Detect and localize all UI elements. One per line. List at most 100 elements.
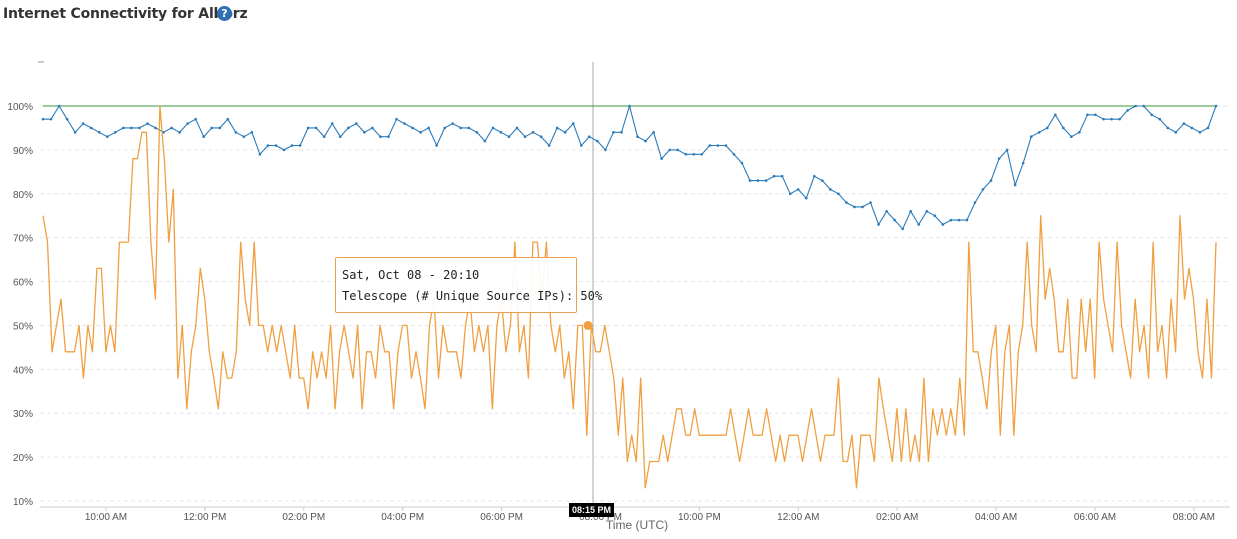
blue-series-point (330, 122, 334, 125)
blue-series-point (853, 205, 856, 209)
blue-series-point (499, 131, 503, 134)
blue-series-point (1158, 117, 1162, 121)
y-tick-label: 70% (13, 234, 33, 245)
blue-series-point (692, 152, 696, 156)
blue-series-point (1005, 148, 1009, 152)
blue-series-point (989, 179, 993, 182)
axis-layer: 10% 20% 30% 40% 50% 60% 70% 80% 90% 100% 10:00 AM 1… (7, 102, 1230, 532)
blue-series-point (909, 210, 912, 213)
blue-series-point (1102, 117, 1105, 121)
blue-series-point (949, 218, 953, 222)
header: Internet Connectivity for Alborz ? (0, 0, 1237, 34)
blue-series-point (997, 157, 1001, 160)
blue-series-point (81, 122, 85, 125)
blue-series-point (772, 174, 776, 178)
blue-series-point (1094, 113, 1097, 117)
blue-series-point (89, 126, 93, 130)
blue-series-point (226, 117, 230, 121)
blue-series-point (1086, 113, 1089, 117)
blue-series-point (941, 223, 945, 226)
blue-series-point (652, 131, 655, 134)
crosshair-time-label: 08:15 PM (569, 503, 615, 517)
blue-series-point (97, 131, 101, 134)
blue-series-point (708, 144, 712, 147)
blue-series-point (507, 135, 511, 139)
blue-series-point (837, 192, 840, 196)
blue-series-point (371, 126, 374, 130)
x-tick-label: 08:00 PM (579, 512, 622, 523)
blue-series-point (427, 126, 430, 130)
blue-series-point (322, 135, 326, 139)
blue-series-point (1054, 113, 1057, 117)
chart-area: 10% 20% 30% 40% 50% 60% 70% 80% 90% 100% 10:00 AM 1… (0, 52, 1237, 539)
blue-series-point (266, 144, 270, 147)
blue-series-point (105, 135, 109, 139)
blue-series-point (821, 179, 824, 182)
blue-series-point (684, 152, 688, 156)
blue-series-point (218, 126, 222, 130)
blue-series-point (579, 144, 583, 147)
x-tick-label: 12:00 AM (777, 512, 819, 523)
blue-series-point (724, 144, 728, 147)
blue-series-point (73, 131, 77, 134)
blue-series-point (395, 117, 398, 121)
blue-series-point (483, 139, 487, 143)
y-tick-label: 40% (13, 365, 33, 376)
blue-series-point (588, 135, 591, 139)
blue-series-point (812, 174, 816, 178)
blue-series-point (957, 218, 961, 222)
blue-series-point (829, 188, 832, 191)
y-tick-label: 100% (7, 102, 33, 113)
blue-series-point (1078, 131, 1081, 134)
blue-series-point (338, 135, 342, 139)
chart-tooltip: Sat, Oct 08 - 20:10 Telescope (# Unique … (335, 257, 603, 313)
x-tick-label: 02:00 AM (876, 512, 918, 523)
blue-series-point (419, 131, 422, 134)
blue-series-point (154, 126, 157, 130)
blue-series-point (636, 135, 639, 139)
blue-series-point (1013, 183, 1017, 187)
help-question-icon[interactable]: ? (217, 6, 232, 21)
blue-series-point (676, 148, 680, 152)
blue-series-point (716, 144, 720, 147)
blue-series-point (917, 223, 921, 226)
blue-series-point (756, 179, 760, 182)
blue-series-point (1182, 122, 1186, 125)
hovered-point-marker (583, 320, 593, 330)
blue-series-point (620, 131, 623, 134)
blue-series-point (1110, 117, 1113, 121)
blue-series-point (411, 126, 414, 130)
blue-series-point (740, 161, 744, 165)
blue-series-point (1126, 109, 1129, 112)
blue-series-point (933, 214, 937, 218)
blue-series-point (130, 126, 133, 130)
blue-series-point (170, 126, 173, 130)
blue-series-point (563, 131, 567, 134)
blue-series-point (186, 122, 189, 125)
x-tick-label: 06:00 PM (480, 512, 523, 523)
x-tick-label: 04:00 PM (381, 512, 424, 523)
blue-series-point (612, 131, 615, 134)
y-tick-label: 30% (13, 409, 33, 420)
blue-series-point (1029, 135, 1033, 139)
blue-series-point (122, 126, 125, 130)
blue-series-point (49, 117, 53, 121)
blue-series-point (555, 126, 559, 130)
y-tick-label: 50% (13, 321, 33, 332)
blue-series-point (1062, 126, 1065, 130)
blue-series-point (973, 201, 977, 204)
blue-series-point (515, 126, 519, 130)
blue-series-point (1174, 131, 1178, 134)
blue-series-point (274, 144, 278, 147)
blue-series-point (925, 210, 929, 213)
x-tick-label: 06:00 AM (1074, 512, 1116, 523)
blue-series-line (43, 105, 1217, 230)
blue-series-point (660, 157, 663, 160)
blue-series-point (788, 192, 792, 196)
blue-series-point (628, 104, 631, 108)
tooltip-value: Telescope (# Unique Source IPs): 50% (342, 289, 603, 303)
blue-series-point (668, 148, 671, 152)
page-title: Internet Connectivity for Alborz (3, 6, 248, 22)
blue-series-point (596, 139, 599, 143)
blue-series-point (539, 135, 543, 139)
